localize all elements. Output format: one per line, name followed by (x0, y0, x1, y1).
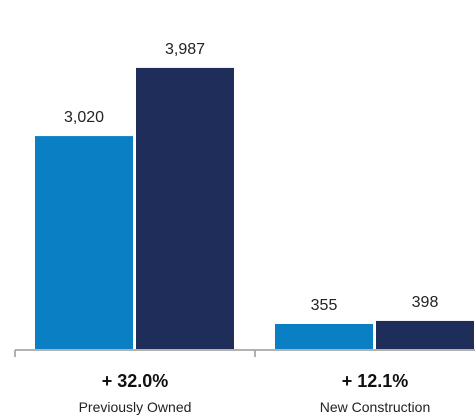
category-label-new-construction: New Construction (320, 399, 431, 415)
bars-group (35, 67, 474, 349)
change-label-previously-owned: + 32.0% (102, 371, 169, 391)
bar-previously-owned-1 (35, 136, 133, 349)
value-labels-group: 3,020 3,987 355 398 (64, 41, 438, 314)
bar-new-construction-1 (275, 323, 373, 349)
value-label-previously-owned-1: 3,020 (64, 109, 104, 126)
change-label-new-construction: + 12.1% (342, 371, 409, 391)
x-axis (14, 349, 475, 357)
value-label-previously-owned-2: 3,987 (165, 41, 205, 58)
category-label-previously-owned: Previously Owned (79, 399, 192, 415)
category-labels-group: + 32.0% Previously Owned + 12.1% New Con… (79, 371, 431, 415)
value-label-new-construction-1: 355 (311, 297, 338, 314)
bar-new-construction-2 (376, 320, 474, 349)
value-label-new-construction-2: 398 (412, 294, 439, 311)
bar-previously-owned-2 (136, 67, 234, 349)
